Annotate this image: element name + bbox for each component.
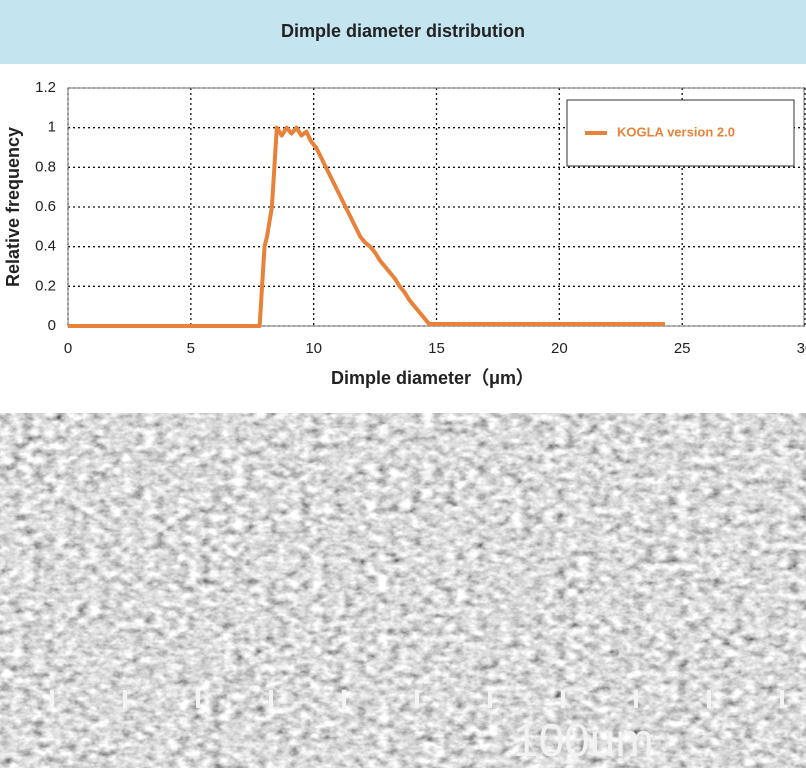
x-tick-label: 10 [305, 340, 322, 357]
x-tick-label: 0 [64, 340, 72, 357]
y-axis-title: Relative frequency [3, 127, 23, 287]
x-tick-label: 25 [674, 340, 691, 357]
image-texture [0, 413, 806, 768]
x-tick-label: 5 [187, 340, 195, 357]
x-tick-label: 30 [797, 340, 806, 357]
header-band [0, 0, 806, 64]
sem-image: 100um [0, 413, 806, 768]
y-tick-label: 0.8 [35, 158, 56, 175]
legend-label: KOGLA version 2.0 [617, 124, 735, 139]
header-title: Dimple diameter distribution [281, 21, 525, 41]
x-tick-label: 20 [551, 340, 568, 357]
y-tick-label: 0.4 [35, 238, 56, 255]
y-tick-label: 1.2 [35, 79, 56, 96]
y-tick-label: 0 [48, 317, 56, 334]
y-tick-label: 1 [48, 119, 56, 136]
scale-label: 100um [513, 714, 654, 766]
y-tick-label: 0.2 [35, 277, 56, 294]
x-tick-label: 15 [428, 340, 445, 357]
y-tick-label: 0.6 [35, 198, 56, 215]
chart: 0 0.2 0.4 0.6 0.8 1 1.2 0 5 10 15 20 25 30 Dimple diam… [3, 79, 806, 388]
data-line [68, 125, 665, 328]
scale-ticks [50, 690, 784, 708]
x-axis-title: Dimple diameter（μm） [331, 368, 534, 388]
